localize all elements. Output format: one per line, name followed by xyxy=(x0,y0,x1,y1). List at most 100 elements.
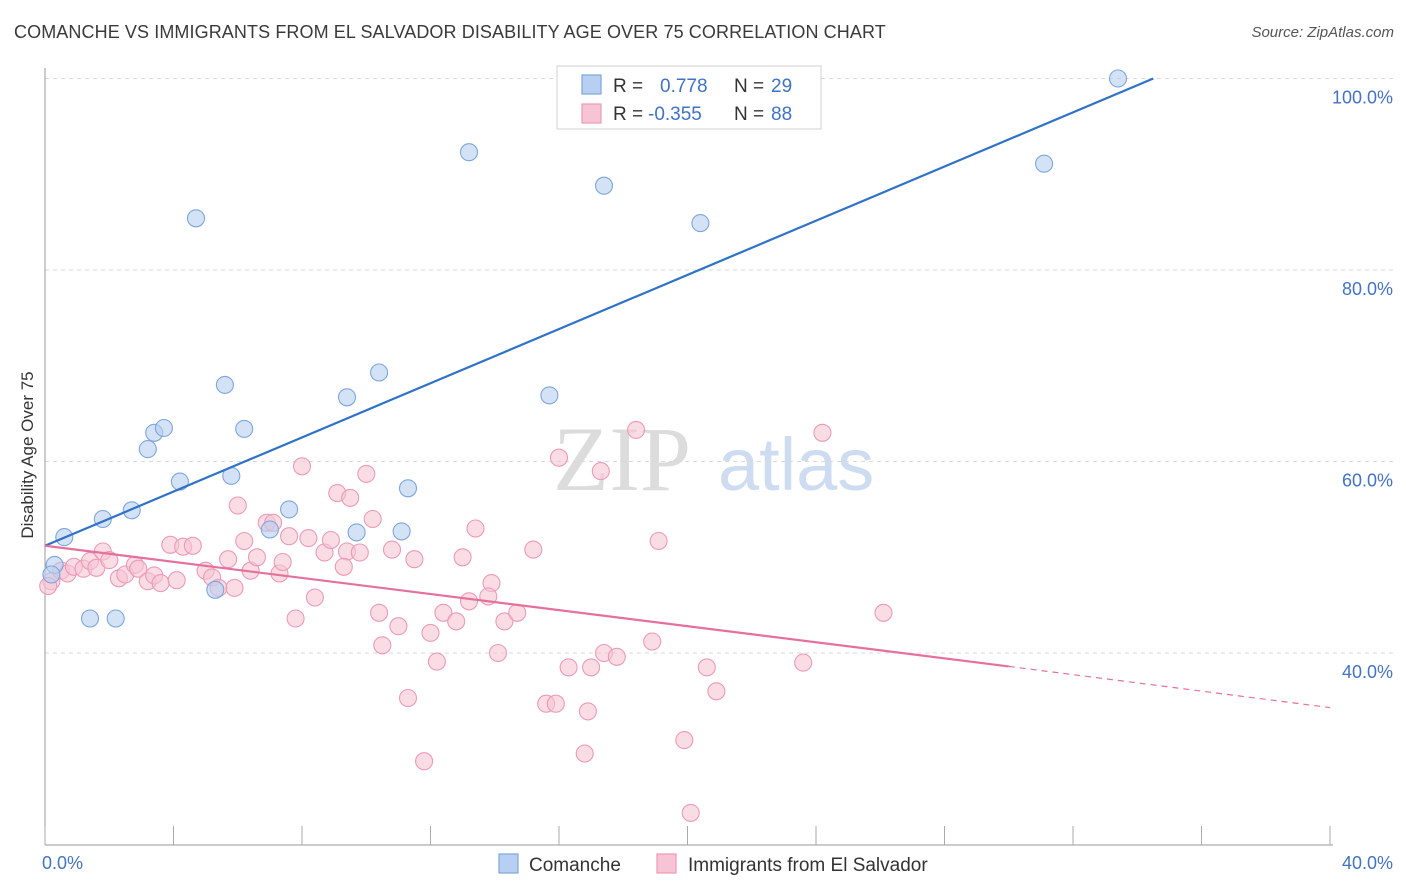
point-comanche xyxy=(392,522,411,541)
point-el-salvador xyxy=(578,702,597,721)
point-el-salvador xyxy=(447,612,466,631)
bottom-legend-swatch-el-salvador xyxy=(656,853,677,874)
point-comanche xyxy=(347,523,366,542)
legend-r-value-1: 0.778 xyxy=(660,76,708,97)
watermark-zip: ZIP xyxy=(553,408,691,510)
point-el-salvador xyxy=(373,636,392,655)
point-comanche xyxy=(106,609,125,628)
point-comanche xyxy=(370,363,389,382)
legend-n-label-2: N = xyxy=(734,104,764,125)
point-el-salvador xyxy=(183,536,202,555)
point-comanche xyxy=(594,176,614,195)
trend-line-el-salvador-extension xyxy=(1008,665,1331,709)
point-el-salvador xyxy=(370,603,389,622)
point-comanche xyxy=(235,419,254,438)
point-el-salvador xyxy=(225,578,244,597)
point-comanche xyxy=(206,580,225,599)
point-el-salvador xyxy=(382,540,402,559)
legend-r-label-2: R = xyxy=(613,104,643,125)
point-el-salvador xyxy=(389,617,408,636)
point-el-salvador xyxy=(350,543,369,562)
y-tick-label: 40.0% xyxy=(1342,662,1393,682)
point-comanche xyxy=(80,609,100,628)
point-comanche xyxy=(138,440,157,459)
x-ticks xyxy=(44,826,1331,845)
point-el-salvador xyxy=(495,612,514,631)
axes xyxy=(44,68,1333,846)
point-comanche xyxy=(260,520,279,539)
point-comanche xyxy=(1108,69,1128,88)
point-el-salvador xyxy=(549,448,569,467)
point-el-salvador xyxy=(627,420,646,439)
point-el-salvador xyxy=(219,550,238,569)
bottom-legend-swatch-comanche xyxy=(498,853,519,874)
y-axis-label: Disability Age Over 75 xyxy=(18,371,37,538)
legend-r-value-2: -0.355 xyxy=(648,104,702,125)
point-el-salvador xyxy=(151,574,170,593)
point-el-salvador xyxy=(874,603,893,622)
series-immigrants-el-salvador xyxy=(39,420,893,822)
point-el-salvador xyxy=(459,592,479,611)
bottom-legend: Comanche Immigrants from El Salvador xyxy=(498,853,928,876)
point-comanche xyxy=(337,388,357,407)
legend-n-value-2: 88 xyxy=(771,104,792,125)
point-comanche xyxy=(215,375,234,394)
chart-title: COMANCHE VS IMMIGRANTS FROM EL SALVADOR … xyxy=(14,22,886,42)
point-el-salvador xyxy=(286,609,305,628)
point-el-salvador xyxy=(341,488,360,507)
point-el-salvador xyxy=(280,527,299,546)
x-tick-label-min: 0.0% xyxy=(42,853,83,873)
point-el-salvador xyxy=(546,694,565,713)
grid-lines xyxy=(45,78,1393,654)
point-el-salvador xyxy=(607,647,626,666)
point-el-salvador xyxy=(453,548,472,567)
point-el-salvador xyxy=(273,552,292,572)
point-el-salvador xyxy=(321,530,340,550)
point-el-salvador xyxy=(707,682,726,701)
point-comanche xyxy=(154,418,173,438)
point-el-salvador xyxy=(415,752,434,771)
point-el-salvador xyxy=(129,559,148,578)
point-comanche xyxy=(459,143,479,162)
point-el-salvador xyxy=(235,531,254,551)
point-el-salvador xyxy=(100,551,119,570)
point-el-salvador xyxy=(357,464,376,483)
x-tick-label-max: 40.0% xyxy=(1342,853,1393,873)
point-el-salvador xyxy=(466,519,485,538)
point-el-salvador xyxy=(524,540,543,559)
point-el-salvador xyxy=(398,688,418,708)
trend-line-comanche xyxy=(44,77,1154,547)
y-tick-label: 60.0% xyxy=(1342,471,1393,491)
legend-swatch-comanche xyxy=(581,74,602,95)
source-label: Source: ZipAtlas.com xyxy=(1251,24,1394,41)
point-comanche xyxy=(1035,154,1054,173)
point-el-salvador xyxy=(228,496,247,515)
trend-lines xyxy=(44,77,1331,709)
point-el-salvador xyxy=(305,588,324,607)
point-el-salvador xyxy=(167,571,186,590)
point-el-salvador xyxy=(582,658,601,677)
point-comanche xyxy=(398,479,418,498)
watermark-atlas: atlas xyxy=(718,423,874,506)
point-el-salvador xyxy=(813,423,832,442)
trend-line-el-salvador xyxy=(44,544,1009,668)
point-el-salvador xyxy=(363,509,382,529)
point-comanche xyxy=(691,214,710,233)
point-el-salvador xyxy=(643,632,662,651)
point-el-salvador xyxy=(488,643,508,663)
point-el-salvador xyxy=(434,603,453,622)
legend: R = 0.778 N = 29 R = -0.355 N = 88 xyxy=(556,65,822,130)
point-el-salvador xyxy=(334,557,353,576)
point-el-salvador xyxy=(794,653,813,672)
legend-swatch-el-salvador xyxy=(581,103,602,124)
point-el-salvador xyxy=(247,548,267,567)
point-el-salvador xyxy=(575,744,594,763)
point-el-salvador xyxy=(681,803,700,822)
point-el-salvador xyxy=(421,623,440,642)
point-el-salvador xyxy=(292,457,312,476)
bottom-legend-label-comanche: Comanche xyxy=(529,855,621,876)
y-tick-label: 100.0% xyxy=(1332,88,1393,108)
series-comanche xyxy=(42,69,1128,628)
point-el-salvador xyxy=(591,462,610,481)
